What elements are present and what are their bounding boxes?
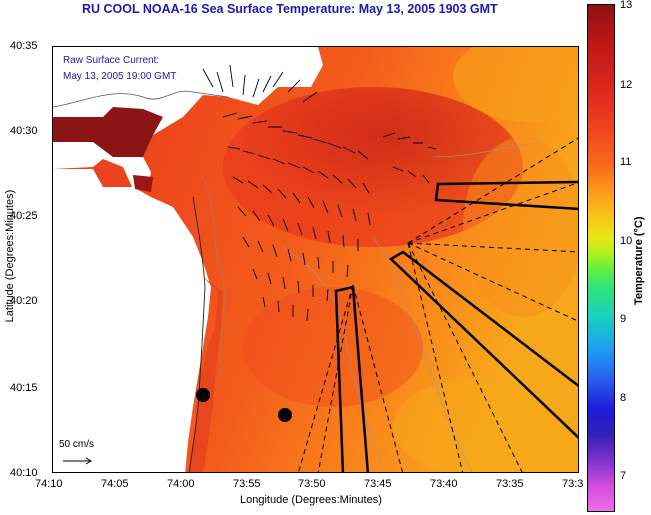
colorbar-tick-10: 10 (620, 235, 633, 247)
y-tick-5: 40:10 (10, 467, 38, 479)
sst-map-panel: Raw Surface Current: May 13, 2005 19:00 … (52, 46, 579, 473)
map-title-text: RU COOL NOAA-16 Sea Surface Temperature:… (82, 2, 498, 16)
colorbar-tick-9: 9 (620, 313, 627, 325)
scale-label: 50 cm/s (59, 439, 95, 450)
colorbar-tick-12: 12 (620, 79, 633, 91)
x-tick-5: 73:45 (364, 478, 392, 490)
coastline-north (53, 90, 229, 108)
bathymetry-contour-4 (432, 141, 544, 158)
colorbar-tick-13: 13 (620, 0, 633, 11)
scale-arrow-head (85, 457, 92, 465)
raritan-bay-warm-water (53, 107, 163, 157)
x-axis-label: Longitude (Degrees:Minutes) (240, 494, 382, 506)
transect-boxes (334, 180, 578, 472)
cool-patch-northeast (453, 47, 578, 122)
surface-current-vectors (202, 64, 437, 322)
warm-patch-south (243, 287, 423, 407)
warm-core-region (223, 87, 523, 247)
x-tick-8: 73:3 (562, 478, 584, 490)
y-tick-3: 40:20 (10, 295, 38, 307)
x-tick-7: 73:35 (496, 478, 524, 490)
x-tick-3: 73:55 (233, 478, 261, 490)
x-tick-4: 73:50 (298, 478, 326, 490)
mooring-marker-2 (278, 408, 292, 422)
colorbar-label: Temperature (°C) (633, 216, 645, 305)
y-axis-label: Latitude (Degrees:Minutes) (4, 189, 16, 323)
overlay-label-1: Raw Surface Current: (63, 55, 160, 66)
radial-dashed-lines (298, 137, 578, 472)
y-tick-0: 40:35 (10, 40, 38, 52)
cool-patch-southeast (393, 377, 573, 472)
sst-map-svg (53, 47, 578, 472)
temperature-colorbar (587, 4, 615, 512)
cool-patch-east (463, 137, 578, 317)
bathymetry-contour-2 (282, 246, 384, 468)
bathymetry-contour-3 (372, 236, 473, 472)
x-tick-0: 74:10 (35, 478, 63, 490)
overlay-label-2: May 13, 2005 19:00 GMT (63, 71, 177, 82)
colorbar-tick-7: 7 (620, 470, 627, 482)
colorbar-tick-8: 8 (620, 392, 627, 404)
land-new-jersey-coast (53, 169, 211, 472)
coastline-east (188, 196, 206, 472)
colorbar-tick-11: 11 (620, 156, 632, 168)
y-tick-2: 40:25 (10, 210, 38, 222)
y-tick-1: 40:30 (10, 125, 38, 137)
x-tick-2: 74:00 (167, 478, 195, 490)
y-tick-4: 40:15 (10, 382, 38, 394)
nearshore-water (188, 277, 223, 472)
warm-inlet (133, 175, 153, 192)
bathymetry-contour-1 (202, 176, 225, 378)
x-tick-1: 74:05 (101, 478, 129, 490)
x-tick-6: 73:40 (430, 478, 458, 490)
mooring-marker-1 (196, 388, 210, 402)
